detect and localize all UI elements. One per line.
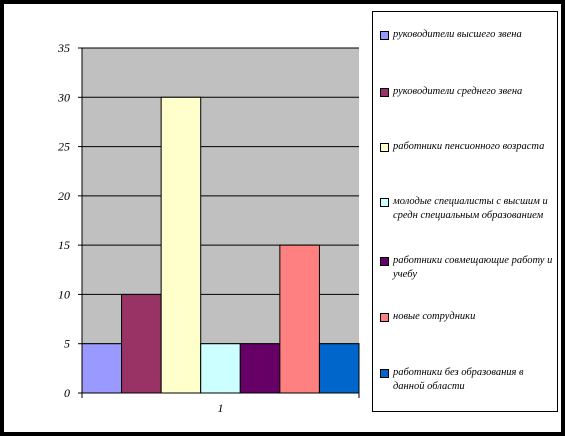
legend-swatch bbox=[380, 369, 389, 378]
legend-item: руководители высшего звена bbox=[380, 28, 556, 42]
legend-swatch bbox=[380, 198, 389, 207]
legend-swatch bbox=[380, 257, 389, 266]
bar bbox=[81, 343, 123, 394]
axes bbox=[78, 47, 360, 398]
bar bbox=[200, 343, 241, 394]
y-tick-label: 35 bbox=[57, 41, 70, 55]
legend-item: работники совмещающие работу и учебу bbox=[380, 254, 556, 282]
legend-item: руководители среднего звена bbox=[380, 85, 556, 99]
legend-swatch bbox=[380, 88, 389, 97]
legend-label: руководители высшего звена bbox=[393, 29, 522, 40]
y-tick-label: 15 bbox=[58, 238, 70, 252]
legend: руководители высшего звена руководители … bbox=[372, 11, 558, 412]
y-tick-label: 25 bbox=[58, 140, 70, 154]
y-tick-label: 10 bbox=[58, 287, 70, 301]
legend-item: молодые специалисты с высшим и средн спе… bbox=[380, 195, 556, 223]
y-tick-label: 5 bbox=[64, 337, 70, 351]
legend-swatch bbox=[380, 313, 389, 322]
bar-chart: 0 5 10 15 20 25 30 35 1 bbox=[57, 41, 360, 415]
tick-labels: 0 5 10 15 20 25 30 35 1 bbox=[57, 41, 224, 415]
legend-item: работники без образования в данной облас… bbox=[380, 366, 556, 394]
bar bbox=[121, 293, 162, 394]
legend-item: работники пенсионного возраста bbox=[380, 140, 556, 154]
bar bbox=[239, 343, 281, 394]
bar bbox=[279, 244, 320, 394]
legend-item: новые сотрудники bbox=[380, 310, 556, 324]
legend-label: работники совмещающие работу и учебу bbox=[393, 255, 553, 280]
y-tick-label: 20 bbox=[58, 189, 70, 203]
legend-swatch bbox=[380, 31, 389, 40]
bar bbox=[160, 96, 202, 394]
legend-label: работники без образования в данной облас… bbox=[393, 367, 524, 392]
legend-label: молодые специалисты с высшим и средн спе… bbox=[393, 196, 548, 221]
legend-label: работники пенсионного возраста bbox=[393, 141, 545, 152]
x-tick-label: 1 bbox=[218, 401, 224, 415]
y-tick-label: 30 bbox=[57, 90, 70, 104]
legend-swatch bbox=[380, 143, 389, 152]
y-tick-label: 0 bbox=[64, 386, 70, 400]
legend-label: руководители среднего звена bbox=[393, 86, 523, 97]
bar bbox=[318, 343, 360, 394]
legend-label: новые сотрудники bbox=[393, 311, 476, 322]
